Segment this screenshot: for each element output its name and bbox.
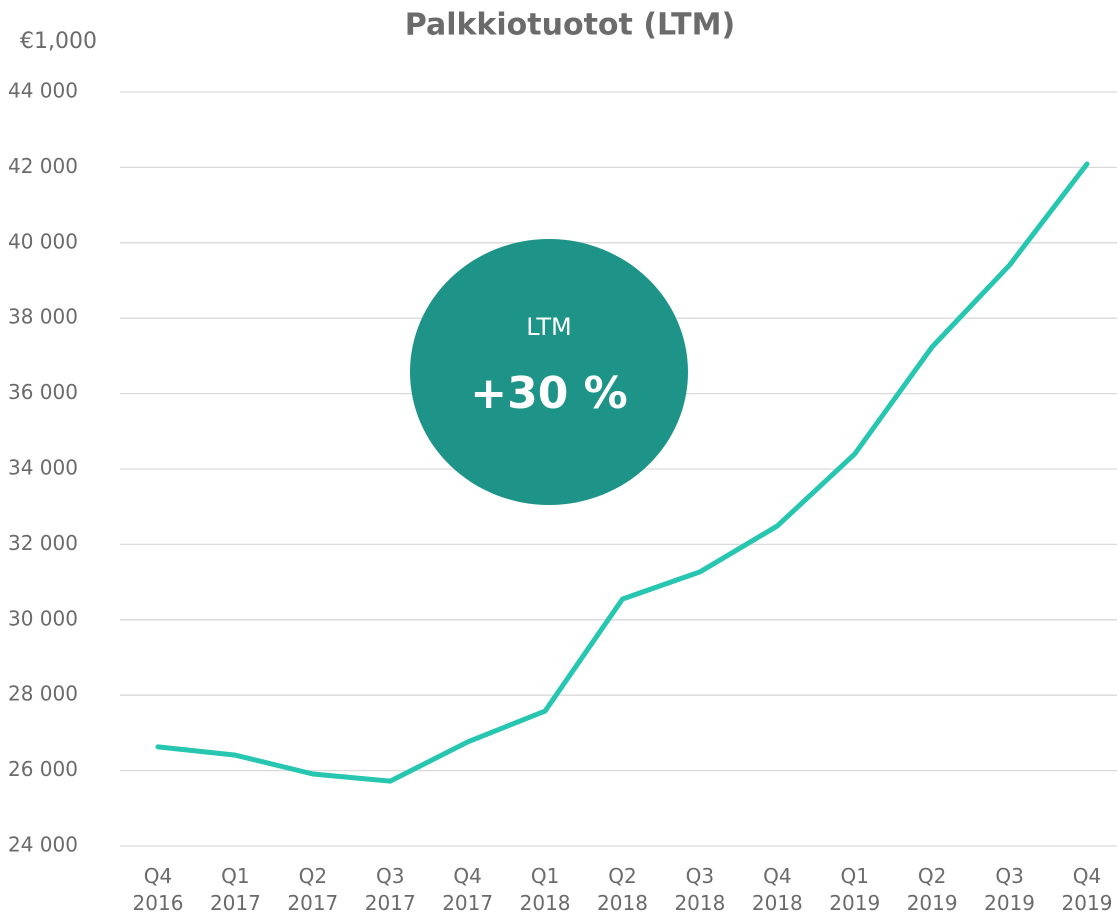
x-tick-label: Q1 2018	[520, 864, 571, 915]
x-tick-label: Q1 2017	[210, 864, 261, 915]
x-tick-label: Q2 2019	[907, 864, 958, 915]
y-tick-label: 38 000	[8, 305, 78, 329]
grid: 24 000 26 000 28 000 30 000 32 000 34 000 36 0…	[8, 79, 1117, 857]
x-tick-label: Q4 2018	[752, 864, 803, 915]
y-tick-label: 28 000	[8, 682, 78, 706]
line-series	[155, 161, 1090, 784]
y-tick-label: 44 000	[8, 79, 78, 103]
y-tick-label: 30 000	[8, 606, 78, 630]
y-tick-label: 36 000	[8, 380, 78, 404]
y-tick-label: 32 000	[8, 531, 78, 555]
y-tick-label: 34 000	[8, 456, 78, 480]
y-tick-label: 40 000	[8, 229, 78, 253]
chart-title: Palkkiotuotot (LTM)	[405, 8, 735, 43]
x-tick-label: Q3 2017	[365, 864, 416, 915]
y-tick-label: 26 000	[8, 757, 78, 781]
x-tick-label: Q3 2018	[674, 864, 725, 915]
x-tick-label: Q2 2017	[287, 864, 338, 915]
x-tick-label: Q4 2016	[133, 864, 184, 915]
y-tick-label: 24 000	[8, 833, 78, 857]
x-tick-label: Q2 2018	[597, 864, 648, 915]
x-tick-label: Q3 2019	[984, 864, 1035, 915]
x-tick-label: Q4 2019	[1062, 864, 1113, 915]
y-tick-label: 42 000	[8, 154, 78, 178]
annotation-value: +30 %	[470, 368, 628, 419]
unit-label: €1,000	[20, 29, 97, 54]
x-tick-label: Q4 2017	[442, 864, 493, 915]
annotation-circle	[410, 239, 688, 505]
x-tick-label: Q1 2019	[829, 864, 880, 915]
annotation-label: LTM	[526, 313, 571, 341]
